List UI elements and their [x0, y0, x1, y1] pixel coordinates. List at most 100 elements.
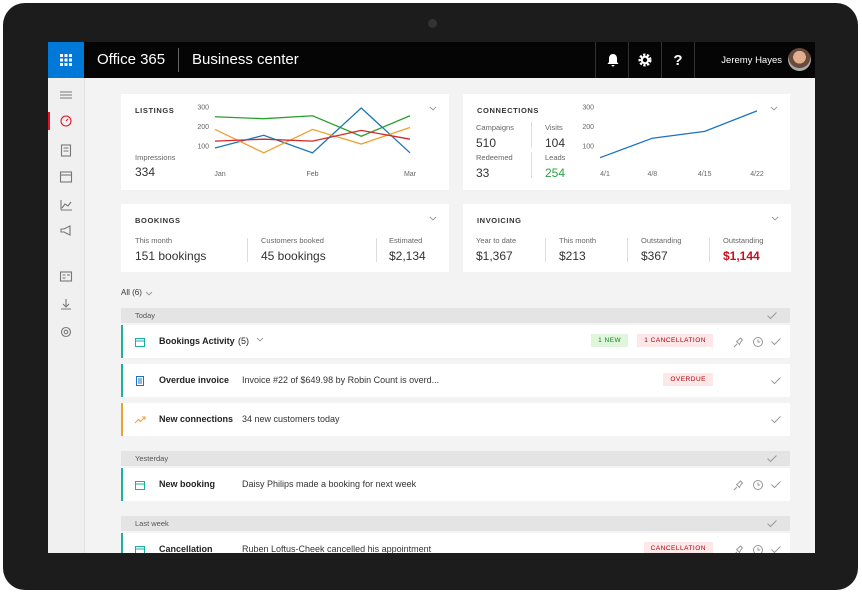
pin-button[interactable] — [733, 336, 745, 348]
connections-card: CONNECTIONS Campaigns 510 Visits 104 Redeemed… — [463, 94, 790, 190]
done-button[interactable] — [770, 414, 782, 425]
done-button[interactable] — [770, 479, 782, 490]
collapse-chevron[interactable] — [429, 215, 437, 223]
series-line — [214, 107, 411, 154]
filter[interactable]: All (6) — [121, 288, 142, 297]
stat-value: $1,367 — [476, 249, 513, 263]
x-tick-label: 4/1 — [600, 171, 610, 178]
done-button-part — [771, 546, 781, 553]
waffle-icon — [60, 54, 72, 66]
feed-item[interactable]: New connections 34 new customers today — [121, 403, 790, 436]
expand-chevron[interactable] — [256, 336, 265, 344]
y-tick-label: 200 — [197, 124, 209, 131]
y-tick-label: 300 — [197, 105, 209, 112]
feed-item[interactable]: Cancellation Ruben Loftus-Cheek cancelled… — [121, 533, 790, 553]
done-button[interactable] — [770, 336, 782, 347]
snooze-button[interactable] — [752, 336, 764, 348]
screen: Office 365 Business center ? Jeremy Haye… — [48, 42, 815, 553]
stat-value: $367 — [641, 249, 668, 263]
stat-label: Estimated — [389, 236, 423, 245]
snooze-button[interactable] — [752, 544, 764, 553]
x-tick-label: Feb — [306, 171, 318, 178]
x-tick-label: Jan — [214, 171, 225, 178]
divider — [376, 238, 377, 262]
avatar[interactable] — [788, 48, 811, 71]
waffle-dots — [60, 54, 72, 66]
active-indicator — [48, 112, 50, 130]
item-description: Daisy Philips made a booking for next we… — [242, 479, 417, 489]
done-button[interactable] — [770, 544, 782, 553]
filter-chevron[interactable] — [145, 290, 153, 298]
stat-value: $1,144 — [723, 249, 760, 263]
invoicing-card: INVOICING Year to date $1,367 This month $21… — [463, 204, 791, 272]
bell-icon[interactable] — [605, 52, 621, 68]
x-tick-label: 4/8 — [647, 171, 657, 178]
series-line — [214, 129, 411, 142]
mark-all-done[interactable] — [766, 453, 778, 464]
expand-chevron-part — [256, 337, 264, 342]
snooze-button-part — [753, 545, 763, 553]
user-name[interactable]: Jeremy Hayes — [721, 55, 782, 66]
item-icon-part — [135, 338, 145, 347]
group-name: Last week — [135, 519, 169, 528]
badge: OVERDUE — [663, 373, 713, 386]
feed-item[interactable]: Bookings Activity (5) 1 NEW 1 CANCELLATION — [121, 325, 790, 358]
item-description: Ruben Loftus-Cheek cancelled his appoint… — [242, 544, 432, 553]
app-launcher[interactable] — [48, 42, 84, 78]
snooze-button[interactable] — [752, 479, 764, 491]
nav-icons[interactable] — [48, 78, 84, 378]
x-tick-label: 4/15 — [698, 171, 712, 178]
settings-icon[interactable] — [637, 52, 653, 68]
mark-all-done[interactable] — [766, 310, 778, 321]
stat-label: Customers booked — [261, 236, 324, 245]
item-icon — [134, 416, 146, 424]
item-icon — [135, 338, 145, 347]
item-title: New connections — [159, 414, 234, 424]
svg-text:?: ? — [673, 52, 682, 68]
mark-all-done[interactable] — [766, 518, 778, 529]
sidebar — [48, 78, 85, 553]
stat-label: Redeemed — [476, 153, 513, 162]
item-icon-part — [138, 378, 142, 384]
app-name[interactable]: Office 365 — [97, 51, 166, 68]
snooze-button-part — [757, 482, 760, 486]
pin-button-part — [733, 480, 744, 491]
stat-value: 45 bookings — [261, 249, 326, 263]
series-line — [214, 115, 411, 137]
feed-item[interactable]: Overdue invoice Invoice #22 of $649.98 by… — [121, 364, 790, 397]
group-header: Today — [121, 308, 790, 323]
divider — [694, 42, 695, 78]
collapse-chevron[interactable] — [770, 105, 778, 113]
pin-button[interactable] — [733, 479, 745, 491]
feed-item[interactable]: New booking Daisy Philips made a booking … — [121, 468, 790, 501]
section-name: Business center — [192, 51, 299, 68]
group-header: Last week — [121, 516, 790, 531]
y-tick-label: 100 — [582, 144, 594, 151]
divider — [595, 42, 596, 78]
done-button-part — [771, 377, 781, 385]
item-title: Bookings Activity — [159, 336, 235, 346]
done-button[interactable] — [770, 375, 782, 386]
y-tick-label: 300 — [582, 105, 594, 112]
collapse-chevron-part — [771, 216, 779, 221]
collapse-chevron-part — [429, 216, 437, 221]
stat-value: $2,134 — [389, 249, 426, 263]
collapse-chevron[interactable] — [771, 215, 779, 223]
divider — [627, 238, 628, 262]
help-icon[interactable]: ? — [670, 52, 686, 68]
pin-button[interactable] — [733, 544, 745, 553]
divider — [709, 238, 710, 262]
filter-chevron-part — [145, 291, 153, 296]
divider — [531, 152, 532, 178]
stat-value: 510 — [476, 136, 497, 150]
item-description: 34 new customers today — [242, 414, 340, 424]
group-name: Today — [135, 311, 156, 320]
done-button-part — [771, 338, 781, 346]
group-name: Yesterday — [135, 454, 169, 463]
collapse-chevron[interactable] — [429, 105, 437, 113]
done-button-part — [771, 416, 781, 424]
collapse-chevron-part — [429, 106, 437, 111]
stat-label: This month — [559, 236, 597, 245]
divider — [661, 42, 662, 78]
item-title: New booking — [159, 479, 215, 489]
